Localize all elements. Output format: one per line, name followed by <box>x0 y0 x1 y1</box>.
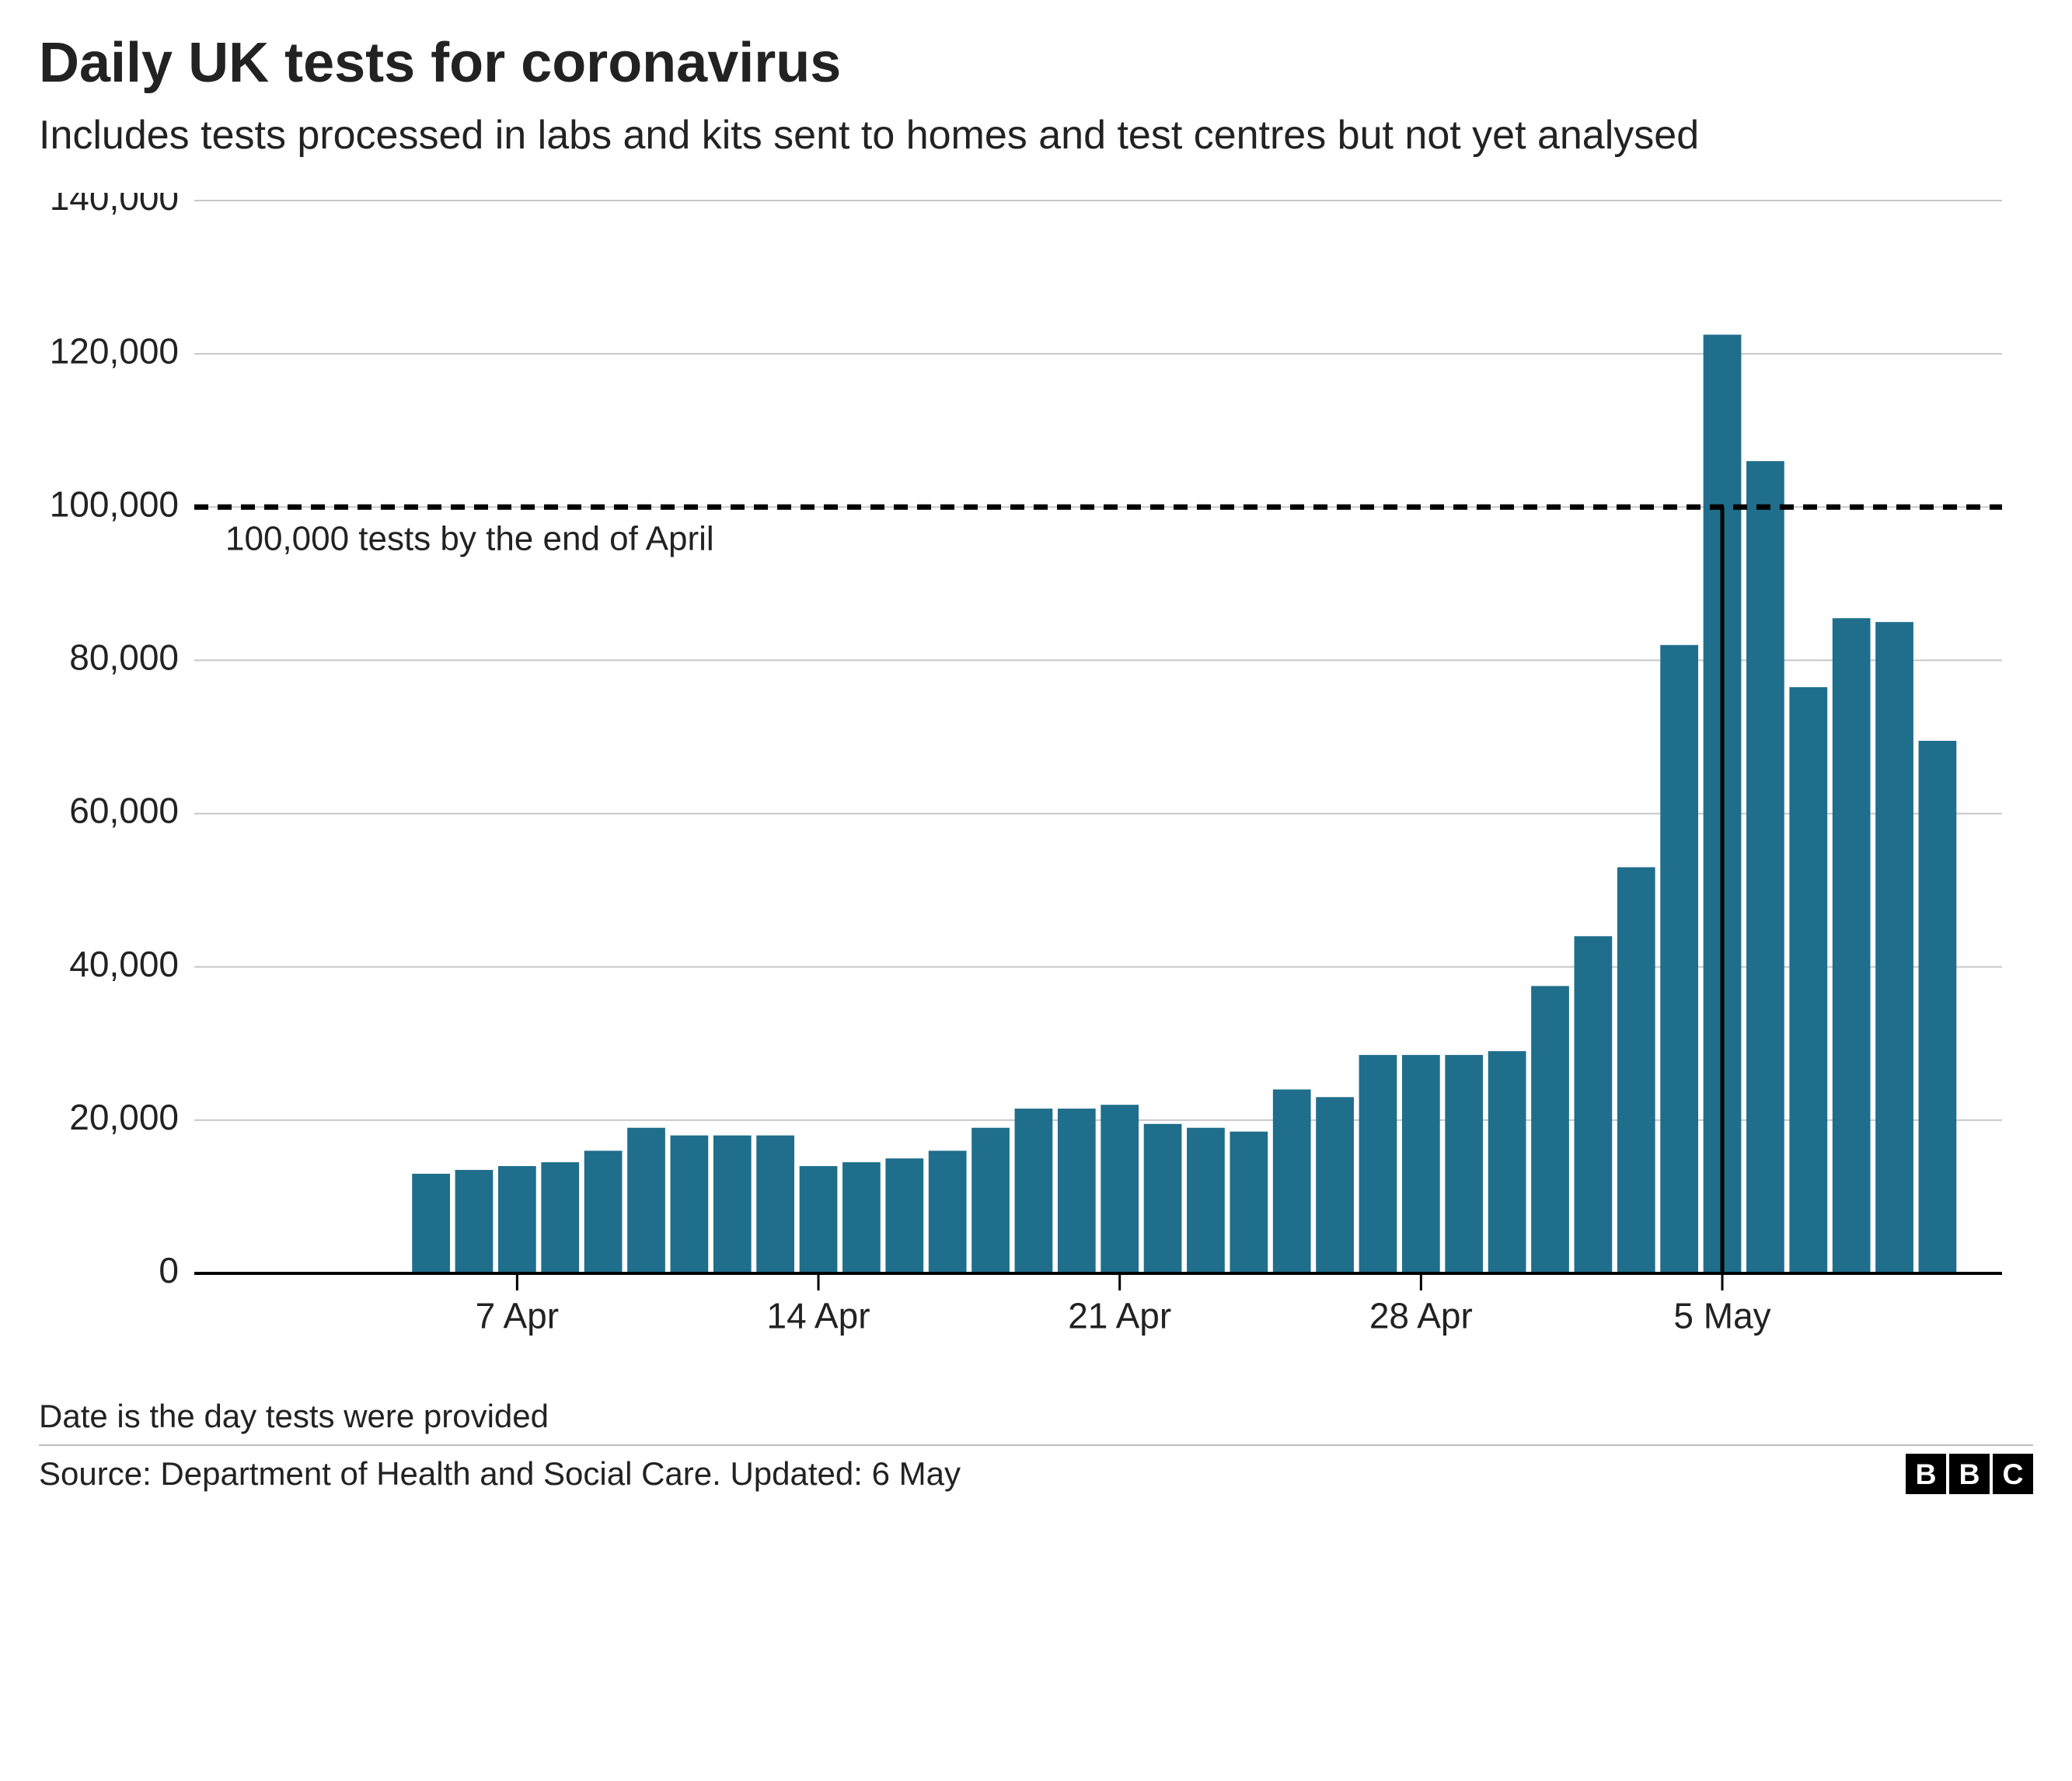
y-tick-label: 20,000 <box>69 1097 179 1137</box>
bar <box>455 1170 494 1273</box>
bar <box>1746 462 1784 1274</box>
bar <box>971 1128 1010 1273</box>
bbc-logo-box: B <box>1949 1454 1990 1494</box>
chart-title: Daily UK tests for coronavirus <box>39 31 2033 96</box>
bar <box>1488 1052 1526 1274</box>
x-tick-label: 28 Apr <box>1369 1296 1473 1336</box>
source-line: Source: Department of Health and Social … <box>39 1455 961 1493</box>
bar <box>627 1128 665 1273</box>
bbc-logo: BBC <box>1906 1454 2033 1494</box>
bbc-logo-box: B <box>1906 1454 1946 1494</box>
bar <box>1058 1109 1096 1273</box>
bar <box>541 1162 579 1273</box>
chart-footnote: Date is the day tests were provided <box>39 1398 2033 1444</box>
bar <box>1144 1124 1182 1273</box>
bar <box>1445 1055 1483 1273</box>
bar <box>1531 987 1569 1274</box>
bbc-logo-box: C <box>1993 1454 2033 1494</box>
y-tick-label: 80,000 <box>69 637 179 678</box>
bar <box>1919 741 1957 1273</box>
chart-container: 0 20,000 40,000 60,000 80,000 100,000 120,000 1… <box>39 193 2033 1374</box>
bar-chart: 0 20,000 40,000 60,000 80,000 100,000 120,000 1… <box>39 193 2033 1374</box>
y-tick-label: 140,000 <box>50 193 179 218</box>
bar <box>1187 1128 1225 1273</box>
bar <box>842 1162 881 1273</box>
x-tick-label: 7 Apr <box>476 1296 559 1336</box>
bar <box>756 1136 794 1273</box>
bar <box>1660 645 1698 1273</box>
bar <box>1789 687 1827 1273</box>
bar <box>671 1136 709 1273</box>
bar <box>1101 1105 1139 1274</box>
y-tick-label: 60,000 <box>69 791 179 831</box>
bar <box>713 1136 752 1273</box>
bar <box>1833 619 1871 1274</box>
bar <box>1230 1132 1268 1273</box>
bar <box>885 1159 923 1274</box>
bar <box>1015 1109 1053 1273</box>
reference-annotation: 100,000 tests by the end of April <box>225 520 714 558</box>
bar <box>1273 1090 1311 1274</box>
bar <box>1359 1055 1397 1273</box>
bar <box>800 1166 838 1273</box>
y-tick-label: 100,000 <box>50 484 179 525</box>
x-tick-label: 14 Apr <box>767 1296 870 1336</box>
bar <box>1402 1055 1440 1273</box>
bar <box>1875 623 1913 1274</box>
x-tick-label: 5 May <box>1673 1296 1770 1336</box>
y-tick-label: 120,000 <box>50 331 179 372</box>
bar <box>1575 937 1613 1274</box>
x-tick-label: 21 Apr <box>1068 1296 1171 1336</box>
y-tick-label: 40,000 <box>69 944 179 984</box>
footer-bar: Source: Department of Health and Social … <box>39 1444 2033 1494</box>
bar <box>1617 868 1655 1273</box>
y-tick-label: 0 <box>159 1251 179 1291</box>
chart-subtitle: Includes tests processed in labs and kit… <box>39 110 2033 162</box>
bar <box>412 1174 450 1273</box>
bar <box>1316 1098 1354 1274</box>
bar <box>929 1151 967 1274</box>
bar <box>584 1151 623 1274</box>
bar <box>498 1166 536 1273</box>
